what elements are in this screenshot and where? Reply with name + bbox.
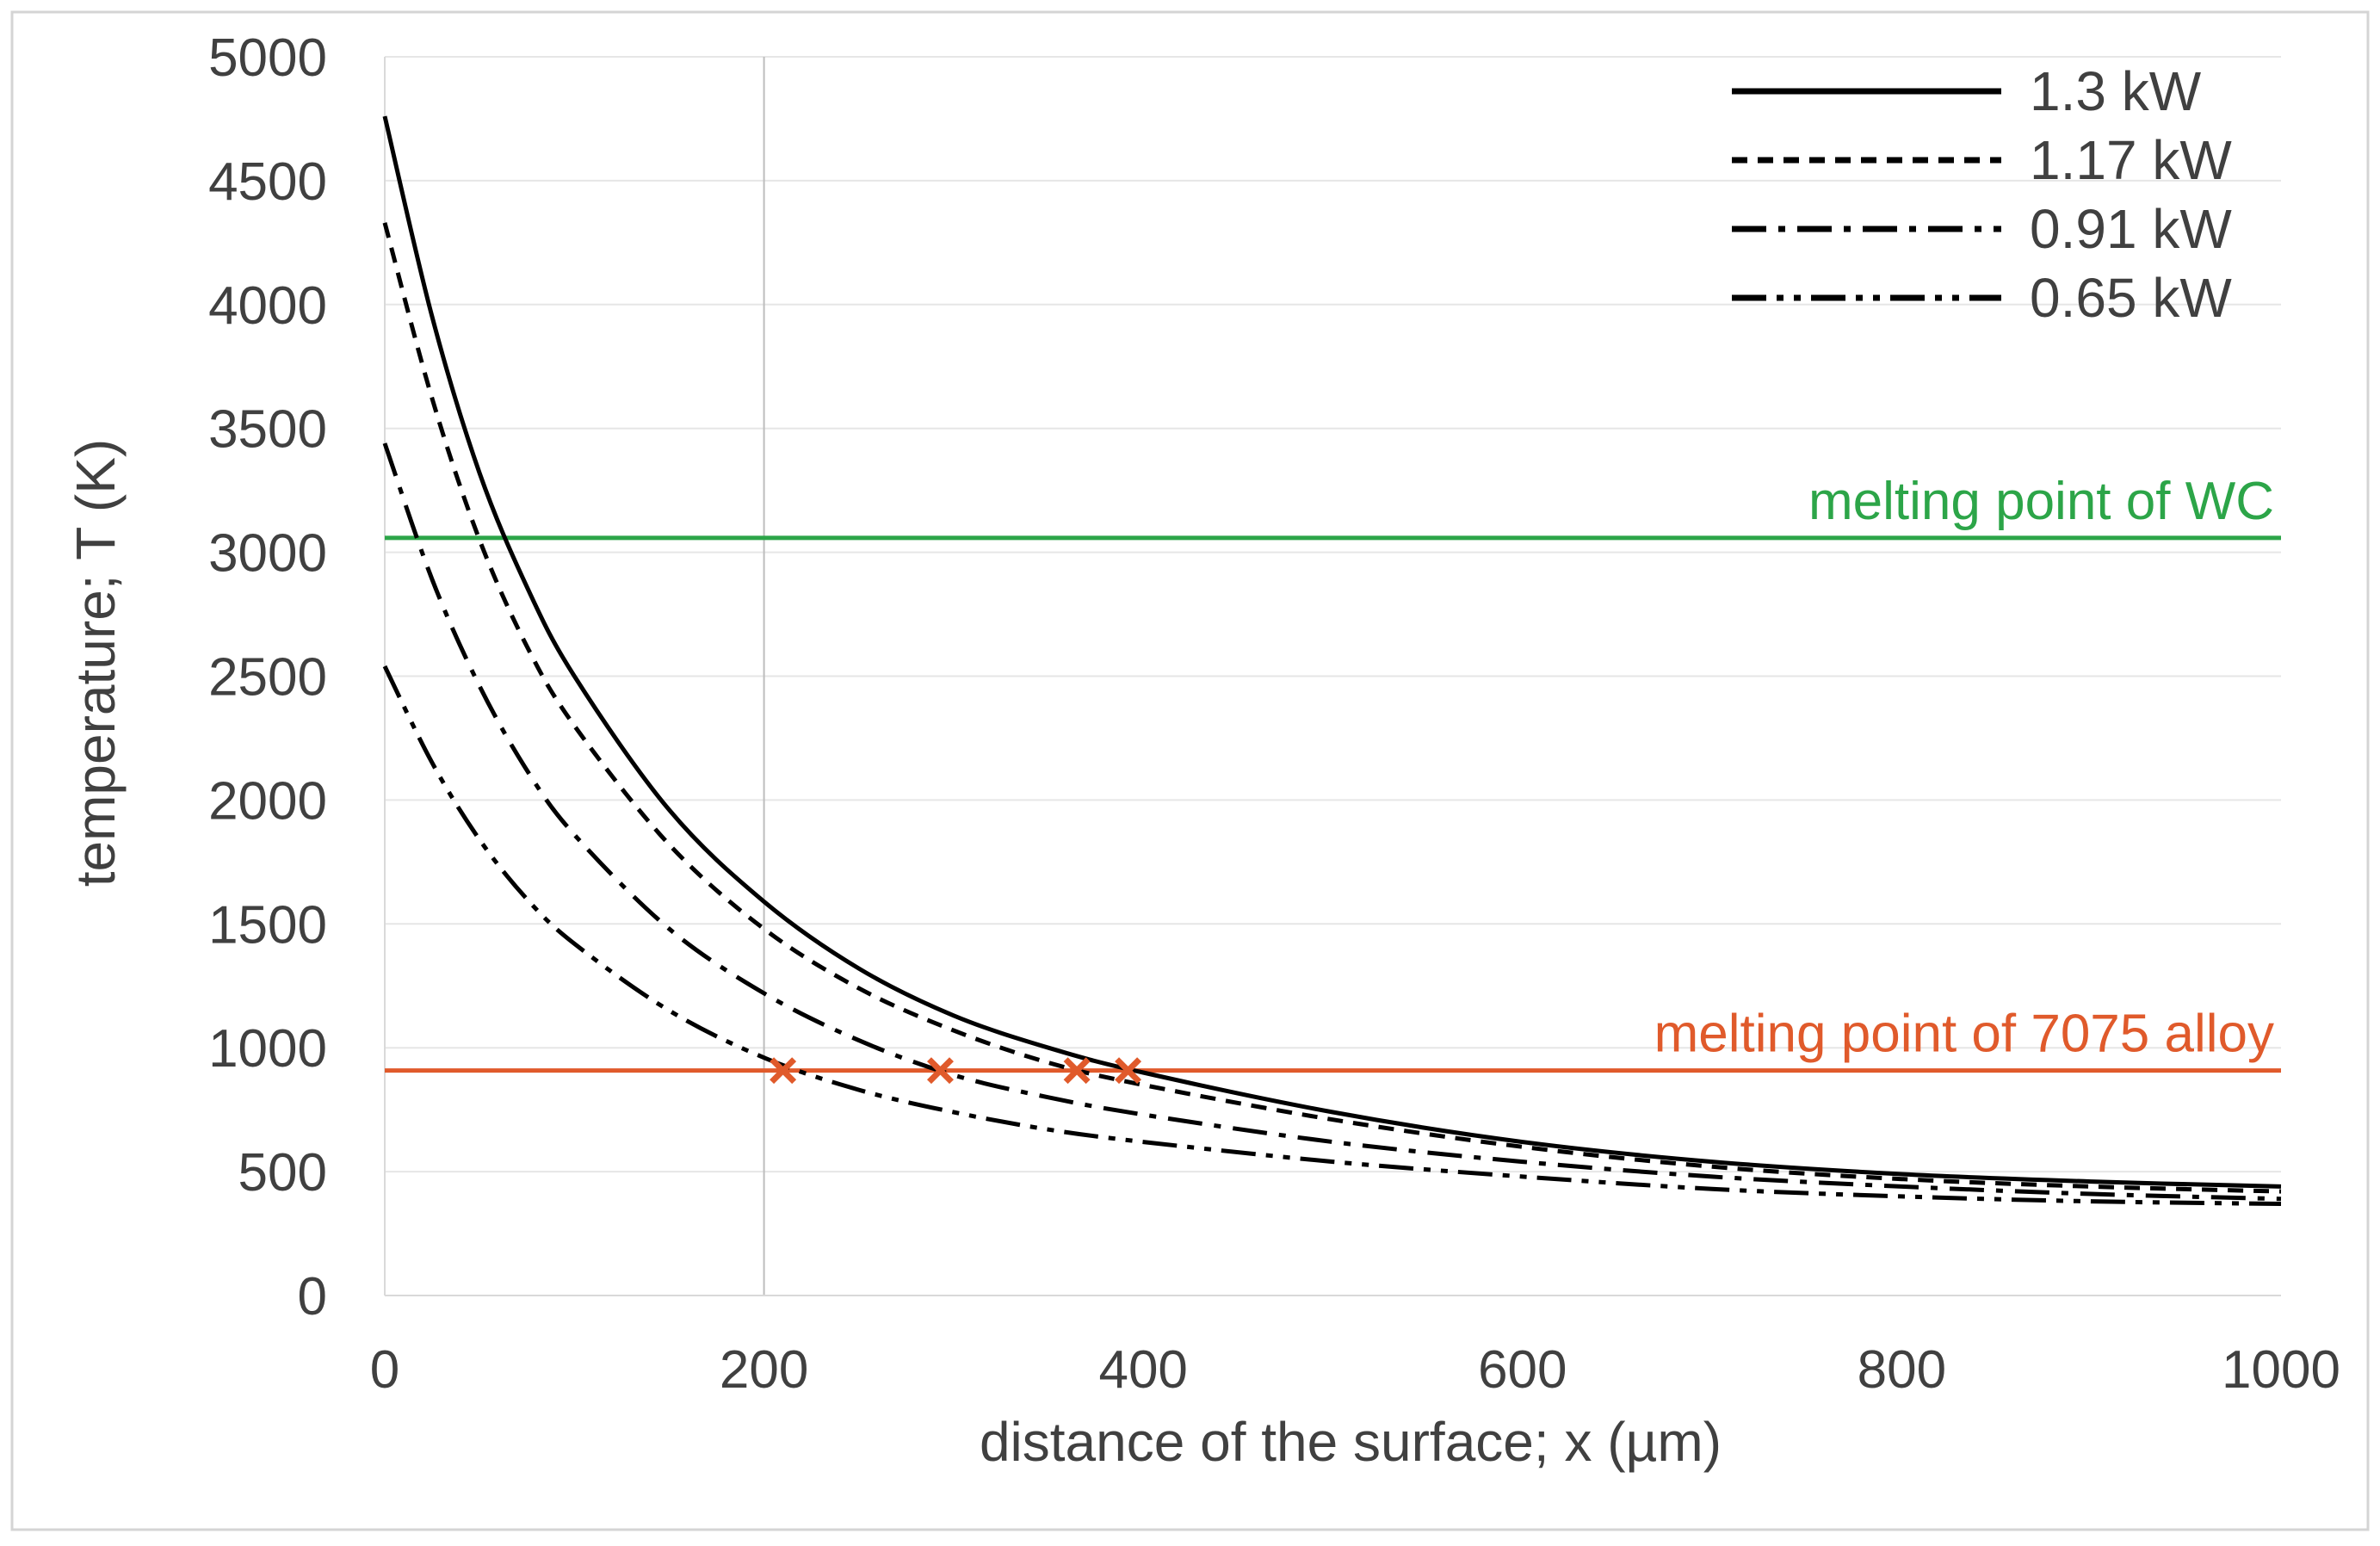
intersection-marker xyxy=(927,1057,954,1085)
legend-label: 1.17 kW xyxy=(2030,129,2232,191)
y-tick-label: 5000 xyxy=(208,28,327,88)
legend-item: 0.65 kW xyxy=(1732,267,2232,329)
legend-item: 0.91 kW xyxy=(1732,198,2232,260)
legend-item: 1.17 kW xyxy=(1732,129,2232,191)
x-tick-label: 1000 xyxy=(2222,1340,2340,1400)
y-tick-label: 2500 xyxy=(208,648,327,708)
reference-line-label-wc: melting point of WC xyxy=(1808,472,2274,531)
x-tick-label: 200 xyxy=(720,1340,808,1400)
legend-label: 0.65 kW xyxy=(2030,267,2232,329)
legend: 1.3 kW 1.17 kW 0.91 kW 0.65 kW xyxy=(1732,60,2232,329)
y-tick-label: 4000 xyxy=(208,276,327,336)
legend-label: 0.91 kW xyxy=(2030,198,2232,260)
series-layer xyxy=(382,115,2282,1206)
series-line-1-17-kw xyxy=(382,222,2282,1194)
legend-label: 1.3 kW xyxy=(2030,60,2202,122)
y-tick-label: 500 xyxy=(238,1143,327,1203)
series-line-1-3-kw xyxy=(382,115,2282,1189)
intersection-markers-layer xyxy=(770,1057,1142,1085)
grid-layer xyxy=(384,56,2281,1296)
y-tick-label: 0 xyxy=(298,1267,327,1326)
series-line-0-91-kw xyxy=(382,442,2282,1202)
x-axis-title: distance of the surface; x (µm) xyxy=(980,1411,1722,1473)
intersection-marker xyxy=(1115,1057,1142,1085)
reference-lines-layer: melting point of WC melting point of 7075… xyxy=(385,472,2281,1073)
intersection-marker xyxy=(1063,1057,1091,1085)
y-tick-label: 1000 xyxy=(208,1019,327,1079)
figure-border xyxy=(10,10,2370,1531)
x-tick-label: 400 xyxy=(1098,1340,1187,1400)
intersection-marker xyxy=(770,1057,797,1085)
y-axis-title: temperature; T (K) xyxy=(65,439,127,887)
reference-line-label-alloy: melting point of 7075 alloy xyxy=(1654,1005,2274,1064)
y-tick-label: 3000 xyxy=(208,524,327,584)
y-tick-label: 2000 xyxy=(208,771,327,831)
y-tick-label: 4500 xyxy=(208,152,327,212)
y-tick-label: 1500 xyxy=(208,895,327,955)
x-tick-label: 600 xyxy=(1478,1340,1567,1400)
axis-layer: 0500100015002000250030003500400045005000… xyxy=(208,28,2340,1400)
legend-item: 1.3 kW xyxy=(1732,60,2202,122)
x-tick-label: 800 xyxy=(1858,1340,1946,1400)
x-tick-label: 0 xyxy=(370,1340,399,1400)
series-line-0-65-kw xyxy=(382,665,2282,1206)
y-tick-label: 3500 xyxy=(208,400,327,460)
